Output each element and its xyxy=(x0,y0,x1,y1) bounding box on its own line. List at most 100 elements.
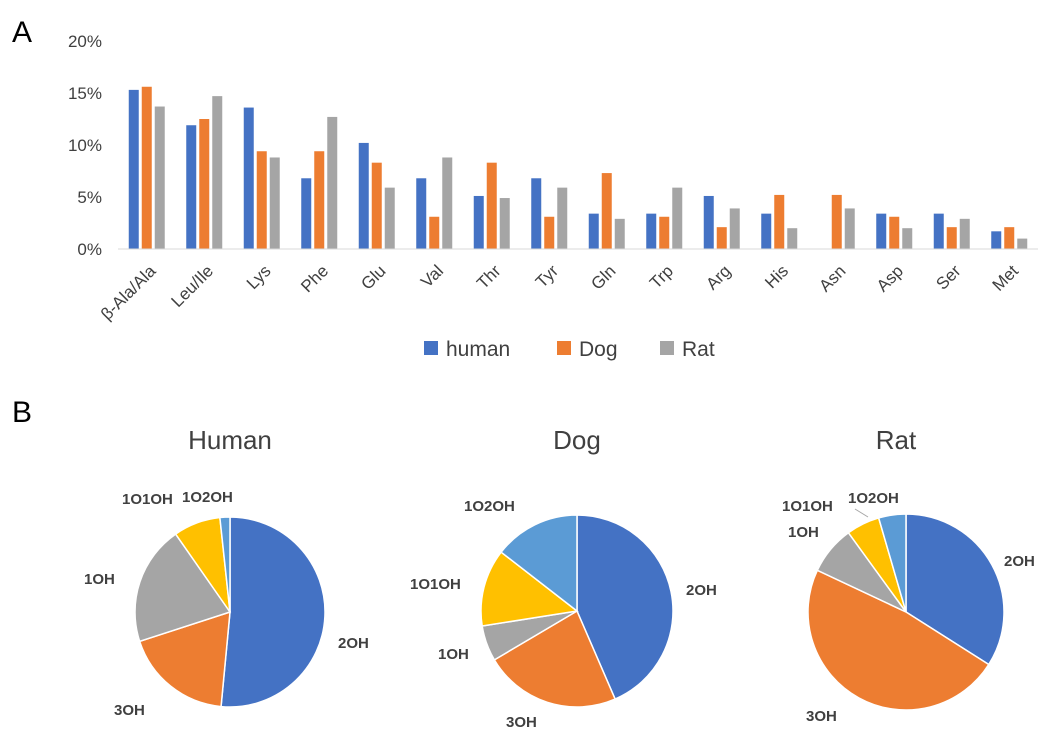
y-tick-label: 20% xyxy=(68,32,102,51)
pie-slice-dog-1o1oh xyxy=(480,551,579,627)
pie-leader-line xyxy=(854,508,869,518)
bar-human-glu xyxy=(358,142,369,249)
x-tick-label: Leu/Ile xyxy=(168,261,218,311)
bar-dog-gln xyxy=(601,173,612,249)
x-tick-label: Val xyxy=(417,261,447,291)
bar-dog-asp xyxy=(889,216,900,249)
y-tick-label: 5% xyxy=(77,188,102,207)
pie-label-rat-2oh: 2OH xyxy=(1004,553,1035,570)
bar-human-lys xyxy=(243,107,254,249)
pie-slice-human-2oh xyxy=(220,516,326,708)
pie-slice-dog-3oh xyxy=(493,609,617,708)
bar-rat-tyr xyxy=(557,187,568,249)
pie-label-rat-3oh: 3OH xyxy=(806,708,837,725)
pie-label-rat-1oh: 1OH xyxy=(788,524,819,541)
x-tick-label: Ser xyxy=(932,261,964,293)
panel-a-letter: A xyxy=(12,16,32,49)
pie-title-dog: Dog xyxy=(553,425,601,455)
bar-human-trp xyxy=(646,213,657,249)
bar-human-thr xyxy=(473,195,484,249)
bar-rat-arg xyxy=(729,208,740,249)
y-tick-label: 0% xyxy=(77,240,102,259)
pie-label-human-2oh: 2OH xyxy=(338,635,369,652)
pie-slice-rat-1o2oh xyxy=(877,513,907,613)
bar-dog-asn xyxy=(831,194,842,249)
bar-rat-his xyxy=(787,228,798,249)
bar-rat-ser xyxy=(959,218,970,249)
pie-label-rat-1o1oh: 1O1OH xyxy=(782,498,833,515)
x-tick-label: Asp xyxy=(873,261,907,295)
bar-human-ala-ala xyxy=(128,89,139,249)
pie-slice-dog-2oh xyxy=(576,514,674,701)
x-tick-label: Phe xyxy=(297,261,332,296)
bar-rat-asn xyxy=(844,208,855,249)
bar-dog-phe xyxy=(314,151,325,249)
bar-human-met xyxy=(991,231,1002,249)
legend-swatch-dog xyxy=(557,341,571,355)
pie-slice-dog-1o2oh xyxy=(500,514,578,613)
pie-label-dog-3oh: 3OH xyxy=(506,714,537,731)
pie-label-dog-1o1oh: 1O1OH xyxy=(410,576,461,593)
x-tick-label: Gln xyxy=(587,261,619,293)
legend-label-dog: Dog xyxy=(579,338,618,361)
pie-title-rat: Rat xyxy=(876,425,917,455)
x-tick-label: Thr xyxy=(473,261,505,293)
bar-human-tyr xyxy=(531,178,542,249)
x-tick-label: Arg xyxy=(702,261,734,293)
bar-human-his xyxy=(761,213,772,249)
bar-rat-met xyxy=(1017,238,1028,249)
bar-dog-glu xyxy=(371,162,382,249)
bar-rat-lys xyxy=(269,157,280,249)
bar-dog-trp xyxy=(659,216,670,249)
bar-human-arg xyxy=(703,195,714,249)
x-tick-label: Asn xyxy=(815,261,849,295)
bar-human-phe xyxy=(301,178,312,249)
legend-label-human: human xyxy=(446,338,510,361)
bar-dog-val xyxy=(429,216,440,249)
pie-label-human-1oh: 1OH xyxy=(84,571,115,588)
pie-label-human-1o2oh: 1O2OH xyxy=(182,489,233,506)
bar-rat-phe xyxy=(327,116,338,249)
bar-dog-lys xyxy=(256,151,267,249)
bar-dog-ser xyxy=(946,227,957,249)
bar-dog-met xyxy=(1004,227,1015,249)
panel-b-letter: B xyxy=(12,396,32,429)
pie-label-human-3oh: 3OH xyxy=(114,702,145,719)
pie-label-human-1o1oh: 1O1OH xyxy=(122,491,173,508)
bar-rat-glu xyxy=(384,187,395,249)
y-tick-label: 10% xyxy=(68,136,102,155)
x-tick-label: Glu xyxy=(357,261,389,293)
x-tick-label: Lys xyxy=(243,261,275,293)
legend-swatch-human xyxy=(424,341,438,355)
pie-slice-human-1o2oh xyxy=(219,516,231,613)
bar-rat-ala-ala xyxy=(154,106,165,250)
x-tick-label: His xyxy=(761,261,792,292)
bar-rat-leu-ile xyxy=(212,96,223,250)
bar-rat-val xyxy=(442,157,453,249)
bar-rat-trp xyxy=(672,187,683,249)
y-tick-label: 15% xyxy=(68,84,102,103)
bar-dog-ala-ala xyxy=(141,86,152,249)
pie-slice-human-1oh xyxy=(134,533,232,643)
bar-rat-gln xyxy=(614,218,625,249)
bar-human-val xyxy=(416,178,427,249)
pie-label-dog-1oh: 1OH xyxy=(438,646,469,663)
pie-chart-human: Human 2OH 3OH 1OH 1O1OH 1O2OH xyxy=(84,425,369,719)
legend-label-rat: Rat xyxy=(682,338,715,361)
bar-human-leu-ile xyxy=(186,125,197,249)
pie-chart-dog: Dog 2OH 3OH 1OH 1O1OH 1O2OH xyxy=(410,425,717,731)
bar-dog-thr xyxy=(486,162,497,249)
x-tick-label: Trp xyxy=(646,261,677,292)
bar-rat-thr xyxy=(499,198,510,249)
bar-dog-his xyxy=(774,194,785,249)
bar-rat-asp xyxy=(902,228,913,249)
pie-chart-rat: Rat 2OH 3OH 1OH 1O1OH 1O2OH xyxy=(782,425,1035,725)
pie-slice-human-3oh xyxy=(138,610,231,708)
pie-slice-rat-3oh xyxy=(807,569,990,711)
x-tick-label: β-Ala/Ala xyxy=(97,261,160,324)
bar-human-ser xyxy=(933,213,944,249)
bar-dog-leu-ile xyxy=(199,119,210,249)
bar-chart: 0% 5% 10% 15% 20% β-Ala/Ala Leu/Ile Lys Phe Glu Va… xyxy=(68,32,1038,361)
bar-dog-arg xyxy=(716,227,727,249)
